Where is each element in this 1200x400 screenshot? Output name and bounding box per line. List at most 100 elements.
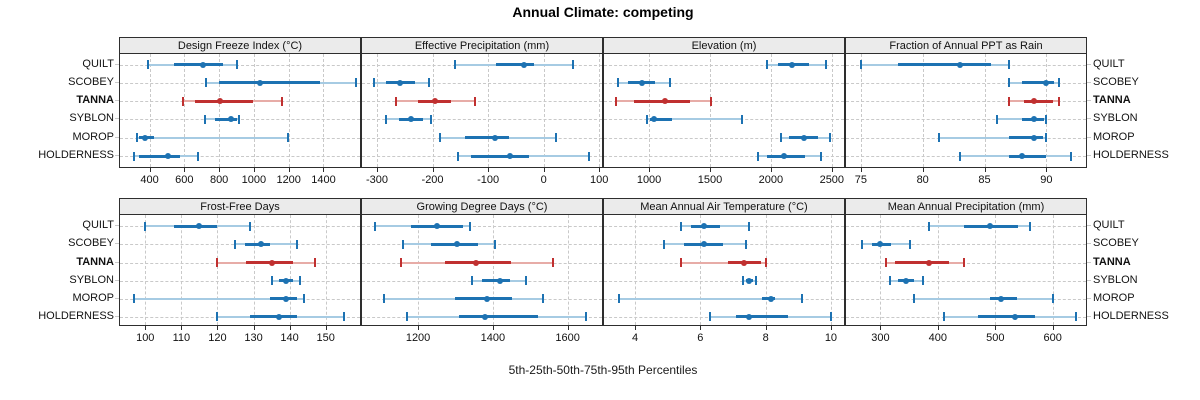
gridline-x xyxy=(700,215,702,325)
panel-title: Design Freeze Index (°C) xyxy=(177,39,303,52)
median-dot xyxy=(491,134,498,141)
gridline-x xyxy=(649,54,651,167)
axis-tick-label: 0 xyxy=(540,174,547,186)
median-dot xyxy=(661,98,668,105)
axis-tick xyxy=(488,168,490,172)
whisker-cap-right xyxy=(542,294,545,304)
site-label-left: HOLDERNESS xyxy=(38,309,114,322)
whisker-cap-right xyxy=(1070,151,1073,161)
panel-strip: Frost-Free Days xyxy=(119,198,361,215)
whisker-cap-right xyxy=(800,294,803,304)
whisker-line xyxy=(680,261,766,264)
axis-tick xyxy=(700,326,702,330)
panel xyxy=(845,214,1087,326)
whisker-cap-right xyxy=(748,221,751,231)
whisker-cap-right xyxy=(587,151,590,161)
gridline-x xyxy=(289,215,291,325)
axis-tick xyxy=(635,326,637,330)
gridline-y-stub xyxy=(1087,63,1091,65)
median-dot xyxy=(164,153,171,159)
whisker-cap-right xyxy=(286,133,289,143)
median-dot xyxy=(700,241,707,248)
whisker-cap-right xyxy=(525,276,528,286)
plot-title: Annual Climate: competing xyxy=(512,4,694,20)
iqr-bar xyxy=(464,136,510,140)
gridline-y xyxy=(120,156,360,157)
site-label-left: QUILT xyxy=(82,219,114,232)
axis-tick xyxy=(922,168,924,172)
median-dot xyxy=(1043,79,1050,86)
iqr-bar xyxy=(736,315,789,319)
axis-tick xyxy=(830,326,832,330)
iqr-bar xyxy=(649,117,672,121)
axis-tick-label: 80 xyxy=(916,174,929,186)
gridline-y xyxy=(362,226,602,228)
whisker-cap-right xyxy=(909,239,912,249)
median-dot xyxy=(200,61,207,68)
gridline-x xyxy=(830,215,832,325)
gridline-x xyxy=(937,215,939,325)
whisker-cap-right xyxy=(299,276,302,286)
iqr-bar xyxy=(481,279,510,283)
panel xyxy=(361,53,603,168)
whisker-cap-left xyxy=(709,312,712,322)
median-dot xyxy=(741,259,748,266)
gridline-y xyxy=(362,82,602,84)
gridline-y-stub xyxy=(115,297,119,299)
median-dot xyxy=(1012,313,1019,320)
axis-tick xyxy=(432,168,434,172)
median-dot xyxy=(1031,98,1038,105)
axis-tick xyxy=(289,326,291,330)
panel-strip: Design Freeze Index (°C) xyxy=(119,37,361,54)
gridline-y xyxy=(120,64,360,66)
iqr-bar xyxy=(471,154,529,158)
iqr-bar xyxy=(174,224,218,228)
median-dot xyxy=(257,79,263,86)
median-dot xyxy=(877,241,884,248)
whisker-cap-left xyxy=(885,258,888,267)
panel xyxy=(361,214,603,326)
median-dot xyxy=(998,295,1005,302)
whisker-cap-left xyxy=(270,276,273,286)
median-dot xyxy=(800,134,807,141)
axis-tick xyxy=(492,326,494,330)
panel-strip: Growing Degree Days (°C) xyxy=(361,198,603,215)
axis-tick xyxy=(1046,168,1048,172)
panel-title: Mean Annual Precipitation (mm) xyxy=(887,200,1045,213)
panel-strip: Effective Precipitation (mm) xyxy=(361,37,603,54)
iqr-bar xyxy=(459,315,538,319)
panel-strip: Mean Annual Air Temperature (°C) xyxy=(603,198,845,215)
site-label-left: MOROP xyxy=(72,130,114,143)
axis-tick-label: 300 xyxy=(871,332,890,344)
panel xyxy=(845,53,1087,168)
whisker-cap-left xyxy=(132,151,135,161)
axis-tick xyxy=(181,326,183,330)
whisker-cap-left xyxy=(928,221,931,231)
gridline-y-stub xyxy=(115,243,119,245)
gridline-x xyxy=(488,54,490,167)
gridline-y-stub xyxy=(115,100,119,102)
gridline-x xyxy=(831,54,833,167)
whisker-cap-left xyxy=(766,60,769,69)
whisker-cap-right xyxy=(819,151,822,161)
site-label-right: QUILT xyxy=(1093,219,1125,232)
whisker-cap-right xyxy=(824,60,827,69)
whisker-line xyxy=(913,297,1053,300)
gridline-y xyxy=(604,101,844,103)
iqr-bar xyxy=(194,99,254,103)
whisker-cap-right xyxy=(354,78,357,88)
axis-tick-label: 400 xyxy=(140,174,159,186)
median-dot xyxy=(903,277,910,284)
axis-tick-label: 1400 xyxy=(311,174,336,186)
site-label-right: TANNA xyxy=(1093,94,1131,107)
axis-tick-label: 4 xyxy=(631,332,639,344)
site-label-right: TANNA xyxy=(1093,255,1131,268)
x-axis-label: 5th-25th-50th-75th-95th Percentiles xyxy=(508,363,698,377)
gridline-x xyxy=(418,215,420,325)
whisker-cap-right xyxy=(280,96,283,106)
axis-tick xyxy=(288,168,290,172)
site-label-right: MOROP xyxy=(1093,130,1135,143)
axis-tick-label: -300 xyxy=(365,174,389,186)
whisker-cap-right xyxy=(741,114,744,124)
median-dot xyxy=(196,223,203,230)
